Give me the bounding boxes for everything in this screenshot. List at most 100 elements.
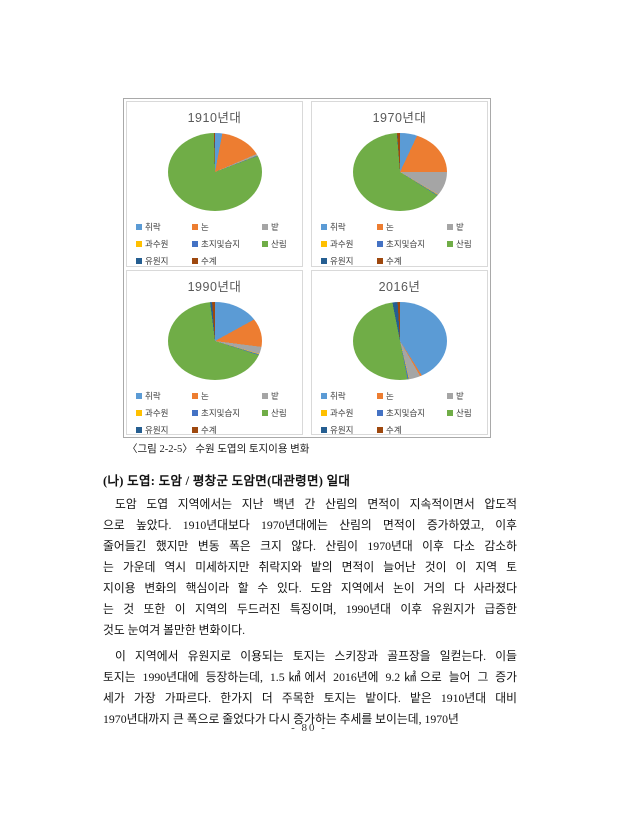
legend-item: 과수원 [321, 238, 377, 250]
body-text-line: 토지는 1990년대에 등장하는데, 1.5㎢에서 2016년에 9.2㎢으로 … [103, 670, 517, 684]
legend-swatch-icon [192, 241, 198, 247]
legend-swatch-icon [262, 409, 268, 416]
legend-item: 논 [192, 221, 262, 233]
body-text-line: 1970년대까지 큰 폭으로 줄었다가 다시 증가하는 추세를 보이는데, 19… [103, 712, 459, 726]
legend-label: 과수원 [145, 239, 169, 249]
legend-swatch-icon [447, 241, 453, 247]
legend-item: 초지및습지 [377, 407, 447, 419]
body-text-line: 줄어들긴 했지만 변동 폭은 크지 않다. 산림이 1970년대 이후 다소 감… [103, 539, 517, 553]
body-text-line: 는 것 또한 이 지역의 두드러진 특징이며, 1990년대 이후 유원지가 급… [103, 602, 517, 616]
legend-label: 초지및습지 [386, 239, 426, 249]
legend-item: 초지및습지 [192, 238, 262, 250]
legend-swatch-icon [136, 224, 142, 230]
body-text-line: 도암 도엽 지역에서는 지난 백년 간 산림의 면적이 지속적이면서 압도적 [115, 497, 517, 511]
legend-swatch-icon [447, 392, 453, 399]
legend-label: 취락 [145, 390, 161, 401]
pie-chart [167, 301, 262, 380]
legend-item: 밭 [447, 390, 472, 402]
legend-item: 논 [192, 390, 262, 402]
legend-item: 취락 [321, 390, 377, 402]
legend-item: 산림 [447, 238, 472, 250]
pie-chart [352, 301, 447, 380]
legend-item: 과수원 [136, 407, 192, 419]
legend-label: 밭 [271, 390, 279, 401]
chart-title: 1990년대 [187, 279, 242, 294]
legend-label: 산림 [456, 407, 472, 418]
legend-label: 과수원 [145, 407, 169, 418]
legend-swatch-icon [262, 224, 268, 230]
section-heading: (나) 도엽: 도암 / 평창군 도암면(대관령면) 일대 [103, 474, 351, 488]
legend-label: 유원지 [145, 424, 169, 435]
legend-label: 밭 [456, 390, 464, 401]
legend-label: 초지및습지 [386, 407, 426, 418]
legend-item: 취락 [136, 221, 192, 233]
legend-label: 유원지 [330, 256, 354, 266]
legend-label: 취락 [330, 390, 346, 401]
legend-swatch-icon [321, 409, 327, 416]
legend-swatch-icon [192, 392, 198, 399]
legend-item: 유원지 [321, 255, 377, 266]
legend-label: 산림 [271, 239, 287, 249]
legend-swatch-icon [136, 409, 142, 416]
legend-label: 논 [386, 390, 394, 401]
legend-item: 유원지 [321, 424, 377, 435]
legend-item: 수계 [377, 255, 447, 266]
chart-title: 1910년대 [187, 111, 242, 125]
legend-swatch-icon [377, 392, 383, 399]
legend-label: 유원지 [330, 424, 354, 435]
legend-label: 초지및습지 [201, 239, 241, 249]
legend-item: 논 [377, 221, 447, 233]
legend-label: 산림 [271, 407, 287, 418]
legend-swatch-icon [321, 224, 327, 230]
legend-swatch-icon [192, 258, 198, 264]
legend-label: 논 [386, 222, 394, 232]
legend-swatch-icon [321, 258, 327, 264]
legend-swatch-icon [192, 224, 198, 230]
legend-label: 과수원 [330, 239, 354, 249]
legend-item: 밭 [262, 221, 287, 233]
legend-item: 과수원 [136, 238, 192, 250]
legend-item: 밭 [447, 221, 472, 233]
legend-label: 초지및습지 [201, 407, 241, 418]
legend-swatch-icon [377, 409, 383, 416]
legend-item: 밭 [262, 390, 287, 402]
legend-item: 수계 [377, 424, 447, 434]
legend-item: 산림 [447, 407, 472, 419]
legend-item: 유원지 [136, 424, 192, 435]
legend-item: 논 [377, 390, 447, 402]
legend-item: 유원지 [136, 255, 192, 266]
legend-label: 취락 [330, 222, 346, 232]
legend-item: 초지및습지 [377, 238, 447, 250]
body-text-line: 지이용 변화의 핵심이라 할 수 있다. 도암 지역에서 논이 거의 다 사라졌… [103, 581, 517, 595]
legend-label: 취락 [145, 222, 161, 232]
legend-label: 밭 [456, 222, 464, 232]
legend-label: 수계 [201, 424, 217, 435]
legend-swatch-icon [377, 426, 383, 433]
legend-swatch-icon [192, 409, 198, 416]
legend-swatch-icon [136, 426, 142, 433]
pie-chart-panel: 2016년 취락 논 밭 과수원 초지및습지 산림 유원지 수계 [311, 269, 488, 435]
legend-item: 수계 [192, 424, 262, 435]
legend-item: 산림 [262, 407, 287, 419]
legend-label: 과수원 [330, 407, 354, 418]
legend-item: 산림 [262, 238, 287, 250]
legend-swatch-icon [192, 426, 198, 433]
legend-item: 취락 [136, 390, 192, 402]
legend-label: 논 [201, 390, 209, 401]
legend-label: 밭 [271, 222, 279, 232]
legend-swatch-icon [262, 241, 268, 247]
legend-item: 수계 [192, 255, 262, 266]
legend-swatch-icon [447, 224, 453, 230]
body-text-line: 이 지역에서 유원지로 이용되는 토지는 스키장과 골프장을 일컫는다. 이들 [115, 649, 517, 663]
legend-swatch-icon [262, 392, 268, 399]
body-text-line: 으로 높았다. 1910년대보다 1970년대에는 산림의 면적이 증가하였고,… [103, 518, 517, 532]
legend-swatch-icon [377, 258, 383, 264]
